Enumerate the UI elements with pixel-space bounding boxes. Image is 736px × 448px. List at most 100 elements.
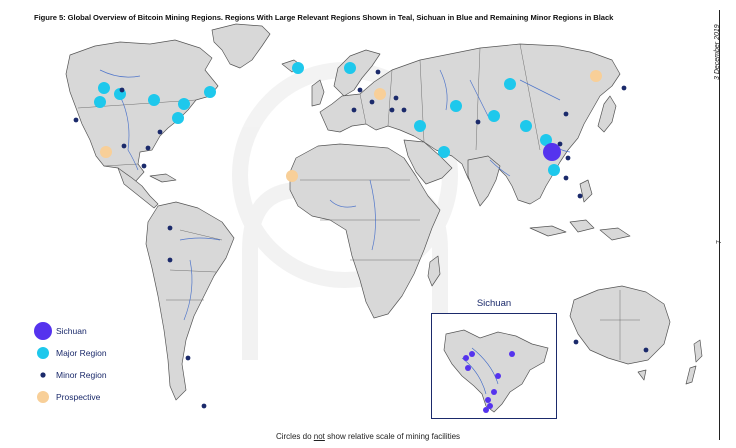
major-region-marker [344, 62, 356, 74]
prospective-region-marker [374, 88, 386, 100]
legend-item-sichuan: Sichuan [30, 320, 107, 342]
minor-region-marker [121, 143, 127, 149]
prospective-region-marker [286, 170, 298, 182]
caribbean-islands [149, 173, 177, 183]
inset-title: Sichuan [476, 298, 512, 309]
sichuan-facility-marker [483, 407, 489, 413]
sichuan-province-outline [443, 329, 549, 413]
sichuan-region-marker [543, 143, 561, 161]
philippines [579, 179, 593, 203]
minor-region-marker [145, 145, 151, 151]
legend-swatch-minor [40, 372, 46, 378]
minor-region-marker [389, 107, 395, 113]
legend-label: Sichuan [56, 326, 87, 336]
sichuan-facility-marker [495, 373, 501, 379]
figure-title: Figure 5: Global Overview of Bitcoin Min… [34, 13, 614, 22]
major-region-marker [450, 100, 462, 112]
minor-region-marker [185, 355, 191, 361]
legend-swatch-prospective [37, 391, 49, 403]
minor-region-marker [563, 111, 569, 117]
minor-region-marker [375, 69, 381, 75]
japan [597, 95, 617, 133]
footnote-emphasis: not [313, 432, 325, 441]
minor-region-marker [393, 95, 399, 101]
legend-label: Major Region [56, 348, 107, 358]
minor-region-marker [573, 339, 579, 345]
legend-label: Prospective [56, 392, 101, 402]
legend-item-minor: Minor Region [30, 364, 107, 386]
legend-item-prospective: Prospective [30, 386, 107, 408]
prospective-region-marker [100, 146, 112, 158]
legend-swatch-sichuan [34, 322, 52, 340]
arabian-peninsula [403, 139, 453, 185]
footnote-text: show relative scale of mining facilities [324, 432, 461, 441]
indonesia [529, 219, 631, 241]
minor-region-marker [565, 155, 571, 161]
great-britain [311, 79, 325, 107]
minor-region-marker [475, 119, 481, 125]
madagascar [427, 255, 441, 287]
scandinavia [333, 49, 381, 97]
minor-region-marker [369, 99, 375, 105]
country-borders [77, 43, 640, 360]
sichuan-inset-dots [463, 351, 515, 413]
minor-region-marker [643, 347, 649, 353]
minor-region-marker [577, 193, 583, 199]
major-region-marker [438, 146, 450, 158]
major-region-marker [94, 96, 106, 108]
minor-region-marker [157, 129, 163, 135]
major-region-marker [292, 62, 304, 74]
sichuan-facility-marker [509, 351, 515, 357]
new-zealand [685, 339, 703, 385]
sichuan-facility-marker [485, 397, 491, 403]
landmass-group [65, 23, 703, 401]
minor-region-marker [351, 107, 357, 113]
legend-label: Minor Region [56, 370, 107, 380]
minor-region-marker [73, 117, 79, 123]
major-region-marker [414, 120, 426, 132]
major-region-marker [488, 110, 500, 122]
sichuan-facility-marker [469, 351, 475, 357]
legend: Sichuan Major Region Minor Region Prospe… [30, 320, 107, 408]
sichuan-facility-marker [463, 355, 469, 361]
legend-swatch-major [37, 347, 49, 359]
minor-region-marker [201, 403, 207, 409]
sichuan-inset [431, 313, 557, 419]
major-region-marker [148, 94, 160, 106]
minor-region-marker [167, 257, 173, 263]
minor-region-marker [141, 163, 147, 169]
footnote: Circles do not show relative scale of mi… [0, 432, 736, 441]
greenland [211, 23, 271, 69]
major-region-marker [204, 86, 216, 98]
minor-region-marker [621, 85, 627, 91]
minor-region-marker [167, 225, 173, 231]
footnote-text: Circles do [275, 432, 314, 441]
central-america [117, 167, 159, 209]
major-region-marker [548, 164, 560, 176]
major-region-marker [98, 82, 110, 94]
minor-region-marker [557, 141, 563, 147]
africa [289, 143, 441, 319]
major-region-marker [178, 98, 190, 110]
sichuan-inset-map [443, 329, 549, 413]
major-region-marker [504, 78, 516, 90]
prospective-region-marker [590, 70, 602, 82]
rivers [99, 69, 571, 321]
margin-rule [719, 10, 720, 440]
minor-region-marker [119, 87, 125, 93]
minor-region-marker [401, 107, 407, 113]
major-region-marker [172, 112, 184, 124]
tasmania [637, 369, 647, 381]
minor-region-marker [563, 175, 569, 181]
india [467, 155, 501, 207]
eurasia [319, 43, 621, 205]
sichuan-facility-marker [465, 365, 471, 371]
minor-region-marker [357, 87, 363, 93]
major-region-marker [540, 134, 552, 146]
sichuan-facility-marker [487, 403, 493, 409]
sichuan-facility-marker [491, 389, 497, 395]
major-region-marker [520, 120, 532, 132]
legend-item-major: Major Region [30, 342, 107, 364]
